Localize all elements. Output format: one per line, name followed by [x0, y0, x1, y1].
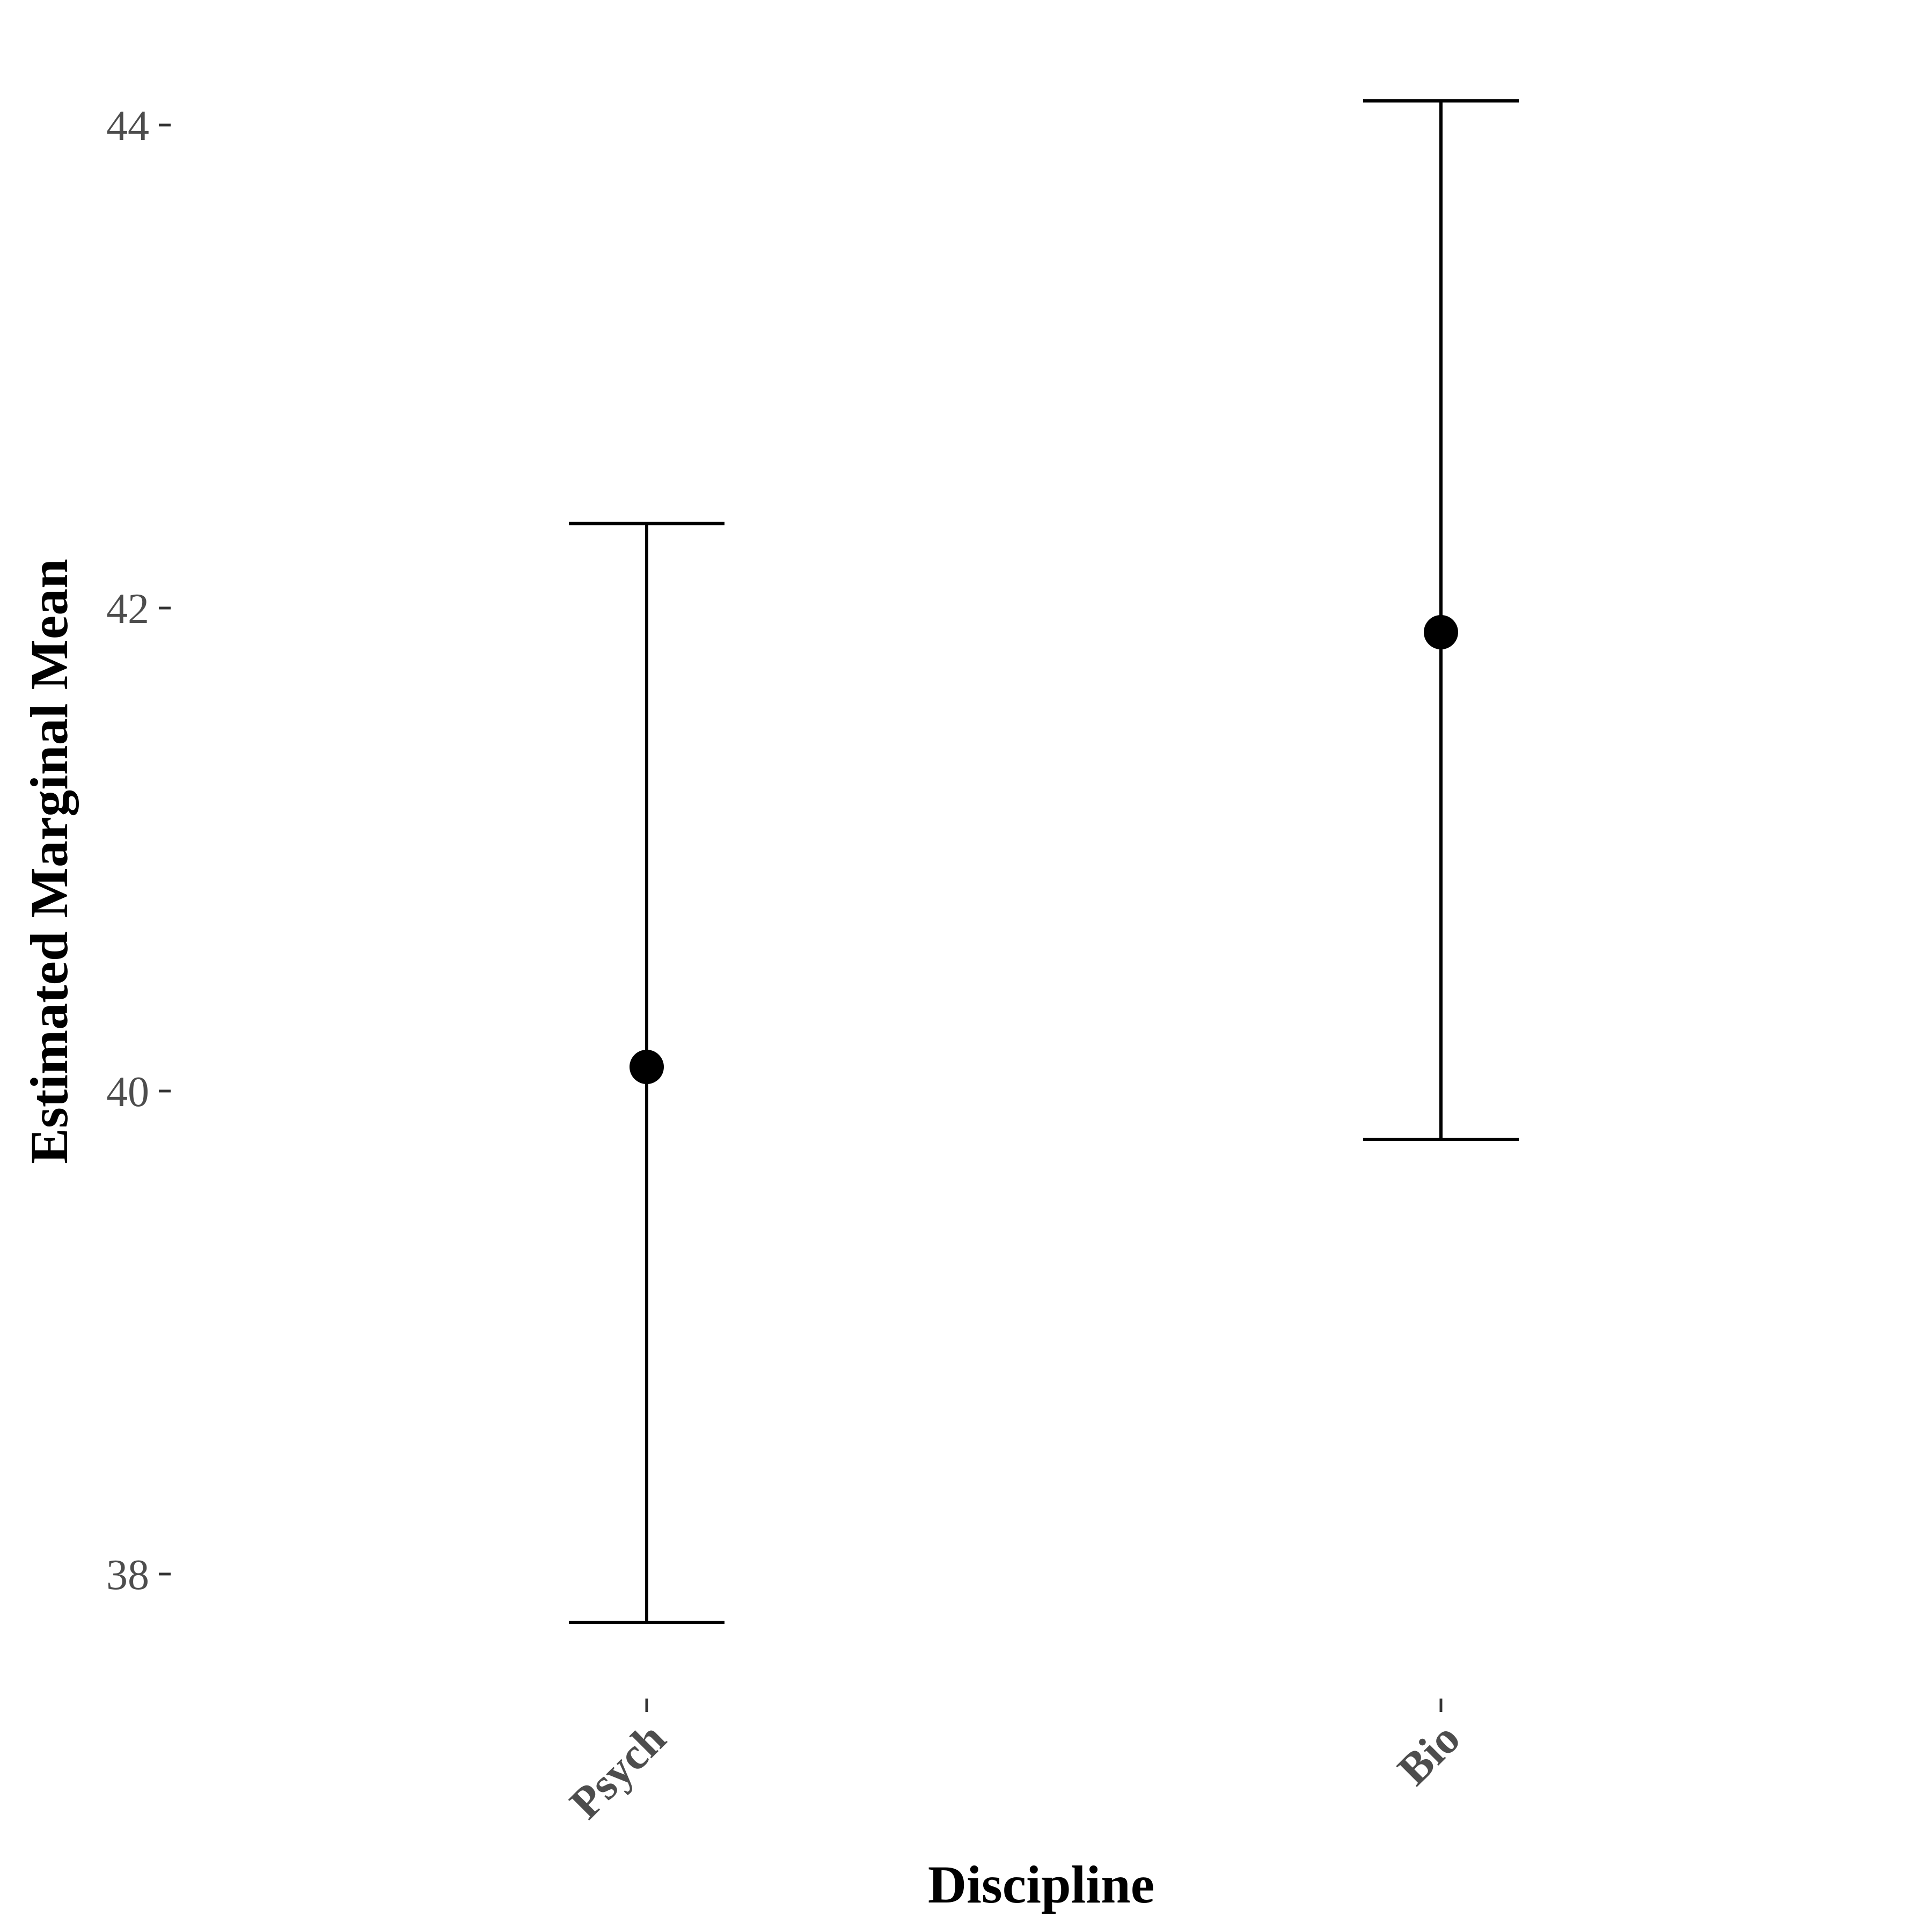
- y-axis-title: Estimated Marginal Mean: [19, 559, 79, 1164]
- x-axis-title: Discipline: [928, 1855, 1154, 1914]
- errorbar-group-bio: [1363, 99, 1519, 1141]
- plot-marks: [569, 99, 1519, 1624]
- mean-point: [630, 1050, 664, 1084]
- y-tick-label: 44: [106, 103, 149, 150]
- x-axis: Psych Bio: [560, 1699, 1469, 1828]
- y-tick-label: 40: [106, 1069, 149, 1116]
- y-tick-label: 38: [106, 1552, 149, 1599]
- y-axis: 38 40 42 44: [106, 103, 171, 1599]
- x-tick-label: Bio: [1388, 1714, 1470, 1795]
- mean-point: [1424, 615, 1458, 649]
- x-tick-label: Psych: [560, 1714, 675, 1828]
- errorbar-group-psych: [569, 522, 724, 1624]
- y-tick-label: 42: [106, 586, 149, 633]
